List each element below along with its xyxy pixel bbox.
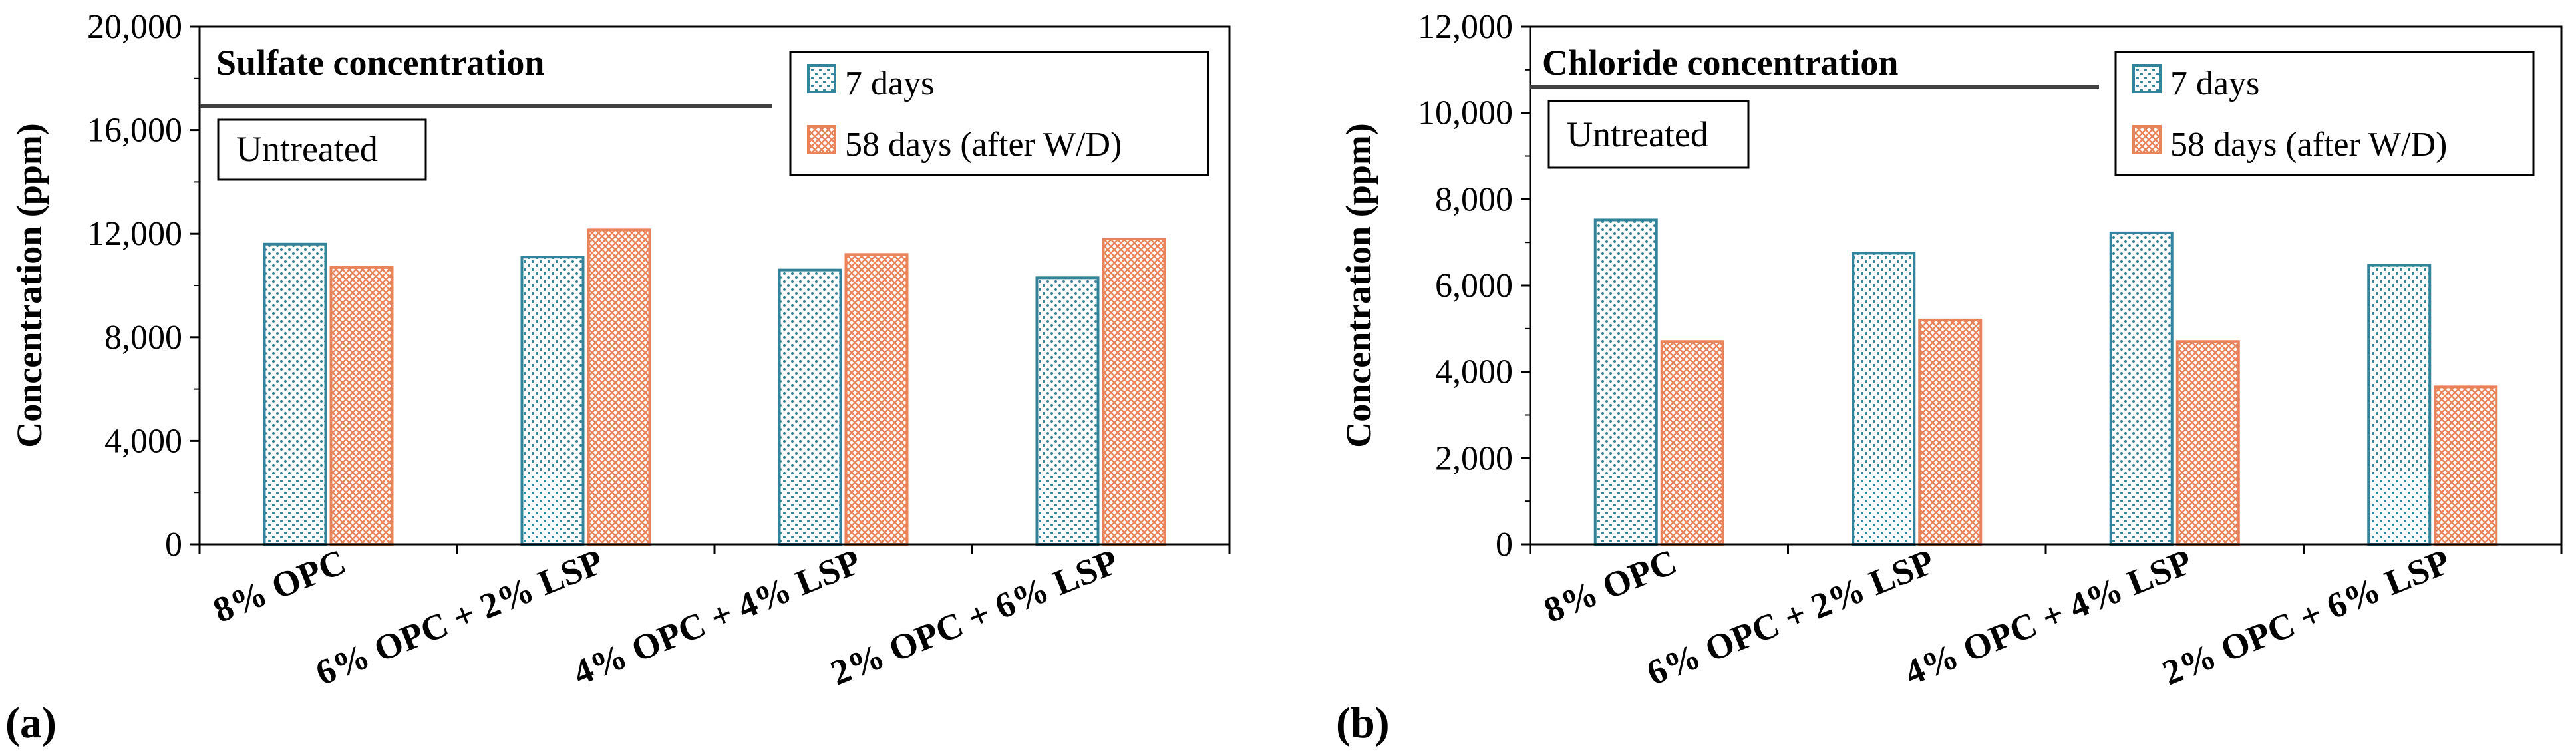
y-tick-label: 4,000	[1435, 353, 1513, 391]
annotation-box	[1547, 100, 1750, 169]
panel-label: (b)	[1336, 699, 1390, 747]
y-tick-label: 8,000	[104, 319, 182, 357]
y-tick-label: 4,000	[104, 422, 182, 460]
y-tick-label: 12,000	[1418, 8, 1513, 46]
x-category-label: 2% OPC + 6% LSP	[825, 541, 1124, 693]
bar-58-days-1	[587, 228, 651, 546]
bar-58-days-1	[1918, 318, 1983, 546]
annotation-text: Untreated	[1567, 114, 1708, 154]
chart-title: Sulfate concentration	[216, 43, 544, 83]
y-tick-label: 12,000	[87, 215, 182, 253]
bar-58-days-3	[1102, 237, 1166, 546]
panel-label: (a)	[5, 699, 57, 747]
legend-swatch-58-days	[2132, 125, 2162, 154]
y-tick-label: 10,000	[1418, 94, 1513, 132]
annotation-box	[217, 118, 427, 181]
bar-7-days-1	[1852, 252, 1916, 546]
chart-title: Chloride concentration	[1542, 43, 1898, 83]
bar-58-days-0	[329, 266, 394, 546]
x-category-label: 8% OPC	[1538, 541, 1682, 630]
y-tick-label: 20,000	[87, 8, 182, 46]
y-tick-label: 8,000	[1435, 180, 1513, 218]
x-category-label: 2% OPC + 6% LSP	[2157, 541, 2456, 693]
legend-label-58-days: 58 days (after W/D)	[2170, 126, 2447, 164]
annotation-text: Untreated	[236, 129, 378, 169]
y-tick-label: 6,000	[1435, 267, 1513, 305]
legend-label-7-days: 7 days	[2170, 65, 2259, 102]
y-axis-label: Concentration (ppm)	[1339, 123, 1378, 447]
y-tick-label: 0	[165, 526, 182, 564]
legend-box	[2114, 51, 2535, 176]
chart-panel-b: 0 2,000 4,000 6,000 8,000 10,000 12,000 8% OPC6…	[1336, 8, 2563, 747]
legend-box	[789, 51, 1209, 176]
bar-7-days-3	[2367, 264, 2432, 546]
x-category-label: 6% OPC + 2% LSP	[310, 541, 609, 693]
bar-7-days-2	[2109, 231, 2174, 546]
x-category-label: 4% OPC + 4% LSP	[567, 541, 866, 693]
bar-58-days-2	[844, 253, 909, 546]
bar-7-days-2	[778, 268, 842, 546]
y-tick-label: 16,000	[87, 112, 182, 150]
bar-7-days-1	[520, 256, 585, 546]
x-category-label: 4% OPC + 4% LSP	[1899, 541, 2197, 693]
bar-7-days-3	[1035, 276, 1100, 546]
legend-label-58-days: 58 days (after W/D)	[845, 126, 1122, 164]
legend-swatch-58-days	[807, 125, 836, 154]
bar-7-days-0	[263, 242, 327, 546]
bar-58-days-3	[2434, 385, 2498, 546]
y-tick-label: 0	[1496, 526, 1513, 564]
legend-swatch-7-days	[2132, 64, 2162, 93]
legend-label-7-days: 7 days	[845, 65, 934, 102]
x-category-label: 6% OPC + 2% LSP	[1641, 541, 1940, 693]
x-category-label: 8% OPC	[208, 541, 351, 630]
bar-7-days-0	[1593, 218, 1658, 546]
bar-58-days-0	[1660, 340, 1724, 546]
y-axis-label: Concentration (ppm)	[9, 123, 49, 447]
y-tick-label: 2,000	[1435, 439, 1513, 477]
legend-swatch-7-days	[807, 64, 836, 93]
bar-58-days-2	[2175, 340, 2240, 546]
